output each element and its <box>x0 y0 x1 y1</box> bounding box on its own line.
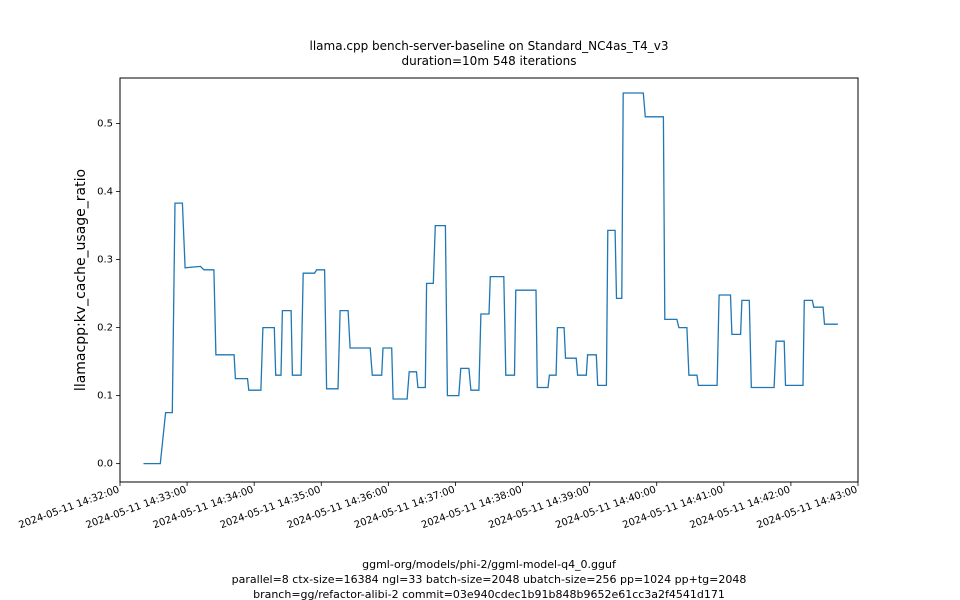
chart-title-line2: duration=10m 548 iterations <box>402 54 577 68</box>
y-tick-label: 0.4 <box>97 187 113 198</box>
chart-title-line1: llama.cpp bench-server-baseline on Stand… <box>310 39 669 53</box>
benchmark-line-chart: llama.cpp bench-server-baseline on Stand… <box>0 0 960 600</box>
y-axis-label: llamacpp:kv_cache_usage_ratio <box>73 169 89 391</box>
y-tick-label: 0.2 <box>97 323 113 334</box>
y-tick-label: 0.3 <box>97 255 113 266</box>
y-tick-label: 0.0 <box>97 459 113 470</box>
y-tick-label: 0.5 <box>97 119 113 130</box>
footer-line3: branch=gg/refactor-alibi-2 commit=03e940… <box>253 588 725 600</box>
footer-line1: ggml-org/models/phi-2/ggml-model-q4_0.gg… <box>362 558 617 571</box>
footer-line2: parallel=8 ctx-size=16384 ngl=33 batch-s… <box>232 573 747 586</box>
y-tick-label: 0.1 <box>97 391 113 402</box>
